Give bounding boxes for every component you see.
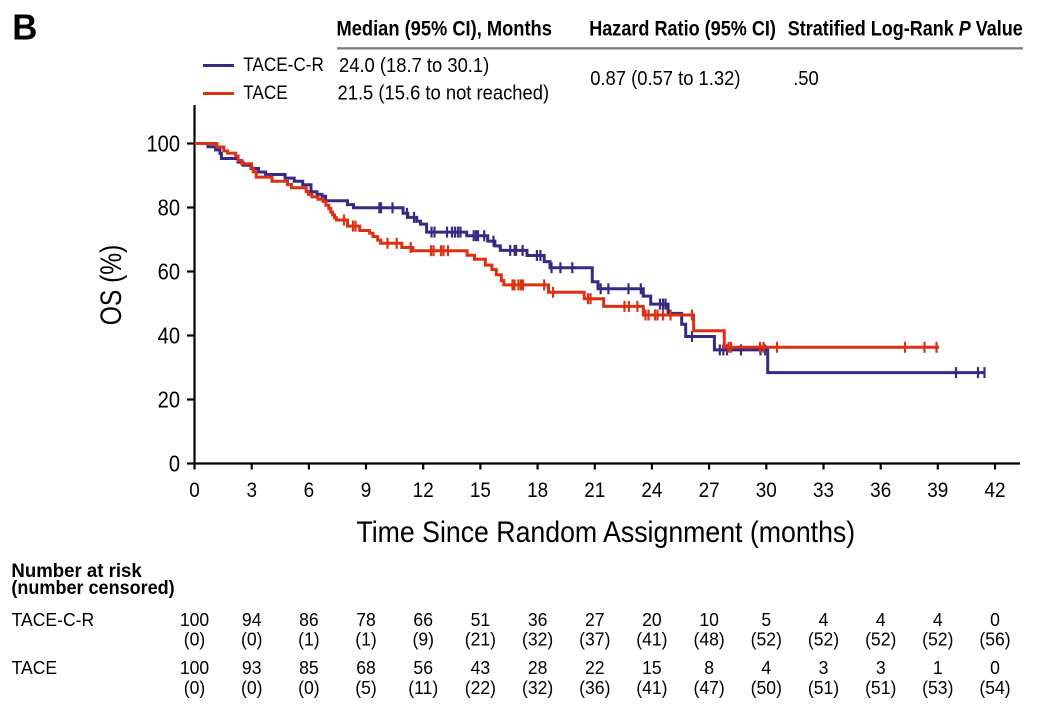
svg-text:66: 66 [413,609,433,630]
svg-text:8: 8 [704,657,714,678]
svg-text:(0): (0) [184,678,205,699]
svg-text:22: 22 [585,657,605,678]
svg-text:TACE: TACE [12,657,58,678]
svg-text:86: 86 [299,609,319,630]
svg-text:(9): (9) [412,629,433,650]
svg-text:(36): (36) [579,678,610,699]
svg-text:0.87 (0.57 to 1.32): 0.87 (0.57 to 1.32) [590,68,740,90]
svg-text:B: B [12,8,37,48]
svg-text:Stratified Log-Rank P Value: Stratified Log-Rank P Value [788,17,1023,41]
svg-text:20: 20 [158,386,180,413]
svg-text:(32): (32) [522,629,553,650]
svg-text:(52): (52) [751,629,782,650]
svg-text:27: 27 [699,479,720,502]
svg-text:(0): (0) [298,678,319,699]
svg-text:(53): (53) [922,678,953,699]
svg-text:(41): (41) [636,629,667,650]
svg-text:85: 85 [299,657,319,678]
svg-text:9: 9 [361,479,372,502]
svg-text:36: 36 [528,609,548,630]
svg-text:(0): (0) [184,629,205,650]
svg-text:OS (%): OS (%) [93,245,127,326]
svg-text:78: 78 [356,609,376,630]
svg-text:51: 51 [471,609,491,630]
svg-text:100: 100 [146,130,180,157]
svg-text:(52): (52) [808,629,839,650]
svg-text:27: 27 [585,609,605,630]
svg-text:0: 0 [990,609,1000,630]
svg-text:Median (95% CI), Months: Median (95% CI), Months [337,17,552,40]
svg-text:10: 10 [699,609,719,630]
svg-text:21: 21 [584,479,605,502]
svg-text:68: 68 [356,657,376,678]
svg-text:(1): (1) [355,629,376,650]
svg-text:(11): (11) [408,678,438,699]
svg-text:(56): (56) [979,629,1010,650]
svg-text:6: 6 [304,479,315,502]
svg-text:(52): (52) [865,629,896,650]
svg-text:.50: .50 [793,68,819,90]
svg-text:(54): (54) [979,678,1010,699]
svg-text:(47): (47) [693,678,724,699]
svg-text:(50): (50) [751,678,782,699]
svg-text:4: 4 [876,609,886,630]
svg-text:30: 30 [756,479,777,502]
svg-text:21.5 (15.6 to not reached): 21.5 (15.6 to not reached) [338,83,550,105]
svg-text:TACE: TACE [243,81,287,103]
svg-text:TACE-C-R: TACE-C-R [243,53,324,75]
svg-text:(37): (37) [579,629,610,650]
svg-text:43: 43 [471,657,491,678]
svg-text:Time Since Random Assignment (: Time Since Random Assignment (months) [356,516,855,550]
svg-text:20: 20 [642,609,662,630]
svg-text:(22): (22) [465,678,496,699]
svg-text:0: 0 [189,479,200,502]
svg-text:15: 15 [642,657,662,678]
svg-text:80: 80 [158,194,180,221]
svg-text:56: 56 [413,657,433,678]
svg-text:(0): (0) [241,678,262,699]
svg-text:100: 100 [180,657,209,678]
svg-text:40: 40 [158,322,180,349]
svg-text:(21): (21) [465,629,496,650]
svg-text:0: 0 [990,657,1000,678]
svg-text:15: 15 [470,479,491,502]
svg-text:3: 3 [246,479,257,502]
svg-text:5: 5 [761,609,771,630]
svg-text:3: 3 [876,657,886,678]
svg-text:42: 42 [984,479,1005,502]
svg-text:Number at risk: Number at risk [11,561,142,582]
svg-text:(48): (48) [693,629,724,650]
svg-text:60: 60 [158,258,180,285]
svg-text:3: 3 [819,657,829,678]
svg-text:(52): (52) [922,629,953,650]
svg-text:24.0 (18.7 to 30.1): 24.0 (18.7 to 30.1) [339,55,489,77]
svg-text:4: 4 [819,609,829,630]
svg-text:28: 28 [528,657,548,678]
svg-text:1: 1 [933,657,943,678]
svg-text:36: 36 [870,479,891,502]
svg-text:39: 39 [927,479,948,502]
svg-text:(5): (5) [355,678,376,699]
svg-text:(32): (32) [522,678,553,699]
svg-text:93: 93 [242,657,262,678]
svg-text:12: 12 [413,479,434,502]
svg-text:0: 0 [169,450,180,477]
svg-text:100: 100 [180,609,209,630]
svg-text:(0): (0) [241,629,262,650]
svg-text:24: 24 [641,479,662,502]
svg-text:94: 94 [242,609,262,630]
svg-text:Hazard Ratio (95% CI): Hazard Ratio (95% CI) [589,17,776,41]
svg-text:TACE-C-R: TACE-C-R [12,609,95,630]
svg-text:(51): (51) [808,678,839,699]
svg-text:4: 4 [933,609,943,630]
svg-text:33: 33 [813,479,834,502]
svg-text:(41): (41) [636,678,667,699]
svg-text:(1): (1) [298,629,319,650]
svg-text:(number censored): (number censored) [11,576,174,598]
svg-text:4: 4 [761,657,771,678]
svg-text:18: 18 [527,479,548,502]
svg-text:(51): (51) [865,678,896,699]
